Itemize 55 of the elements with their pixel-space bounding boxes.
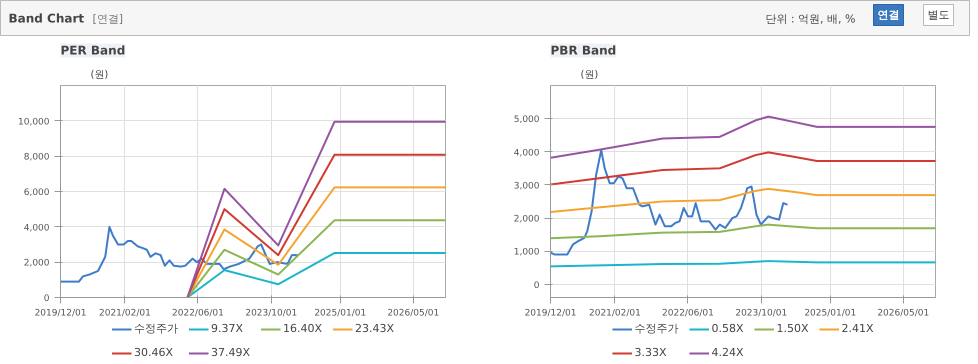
y-tick-label: 3,000	[514, 181, 540, 192]
legend-label: 23.43X	[355, 322, 394, 335]
y-tick-label: 4,000	[514, 148, 540, 158]
x-tick-label: 2022/06/01	[172, 308, 224, 318]
line-series	[186, 154, 446, 298]
x-tick-label: 2019/12/01	[524, 308, 576, 318]
legend-label: 2.41X	[842, 322, 874, 335]
x-tick-label: 2025/01/01	[314, 308, 366, 318]
legend-label: 0.58X	[711, 322, 744, 335]
line-series	[550, 188, 936, 214]
y-tick-label: 4,000	[24, 223, 50, 234]
line-series	[550, 224, 936, 240]
line-series	[186, 186, 446, 298]
legend-label: 수정주가	[634, 321, 678, 336]
legend-label: 9.37X	[210, 322, 243, 335]
legend-label: 3.33X	[634, 346, 666, 359]
legend-label: 4.24X	[711, 346, 744, 359]
y-tick-label: 8,000	[24, 152, 50, 163]
legend-label: 37.49X	[210, 346, 250, 359]
text: [연결]	[92, 12, 124, 26]
line-series	[60, 226, 300, 283]
y-axis-title: (원)	[90, 70, 108, 80]
text: 별도	[928, 8, 950, 22]
y-tick-label: 0	[534, 280, 540, 291]
x-tick-label: 2022/06/01	[662, 308, 714, 318]
line-series	[186, 219, 446, 298]
x-tick-label: 2021/02/01	[589, 308, 641, 318]
text: 연결	[878, 8, 900, 22]
line-series	[550, 149, 788, 256]
x-tick-label: 2026/05/01	[877, 308, 930, 318]
line-series	[550, 151, 936, 186]
line-series	[550, 116, 936, 159]
y-tick-label: 10,000	[18, 117, 50, 128]
x-tick-label: 2023/10/01	[245, 308, 298, 318]
text: 단위 : 억원, 배, %	[765, 12, 856, 26]
legend-label: 수정주가	[134, 321, 178, 336]
chart-title: PER Band	[60, 44, 126, 58]
chart-title: PBR Band	[550, 44, 616, 58]
y-tick-label: 1,000	[514, 248, 540, 258]
legend-label: 30.46X	[134, 346, 173, 359]
y-tick-label: 5,000	[514, 115, 540, 126]
legend-label: 16.40X	[282, 322, 322, 335]
line-series	[186, 120, 446, 298]
x-tick-label: 2025/01/01	[804, 308, 856, 318]
y-tick-label: 2,000	[514, 214, 540, 224]
x-tick-label: 2023/10/01	[735, 308, 788, 318]
x-tick-label: 2026/05/01	[387, 308, 440, 318]
legend-label: 1.50X	[776, 322, 809, 335]
x-tick-label: 2019/12/01	[34, 308, 86, 318]
y-axis-title: (원)	[580, 70, 598, 80]
y-tick-label: 0	[44, 294, 50, 304]
y-tick-label: 2,000	[24, 258, 50, 269]
x-tick-label: 2021/02/01	[99, 308, 151, 318]
y-tick-label: 6,000	[24, 188, 50, 198]
text: Band Chart	[8, 12, 84, 26]
